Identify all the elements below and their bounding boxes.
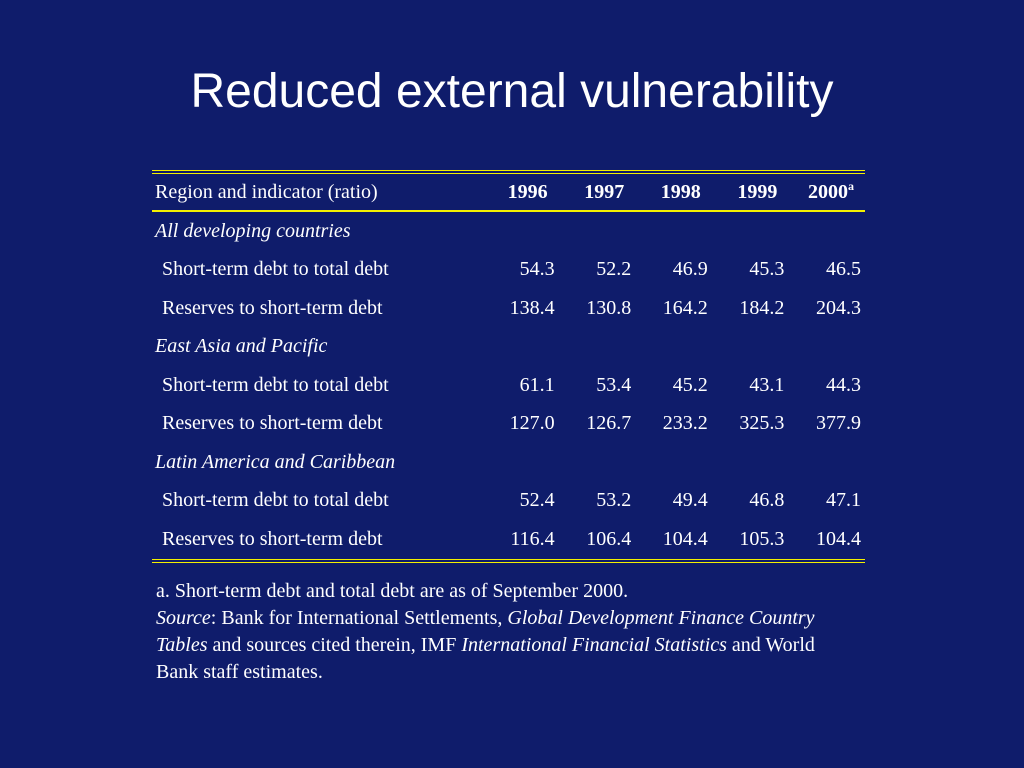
value-cell-1997: 106.4 [586,527,632,550]
table-row: Reserves to short-term debt 127.0 126.7 233… [152,405,865,444]
value-cell-1998: 233.2 [662,412,708,435]
value-cell-1996: 127.0 [509,412,555,435]
value-cell-1998: 164.2 [662,296,708,319]
source-label: Source [156,607,211,629]
value-cell-1996: 116.4 [510,527,555,550]
value-cell-1997: 130.8 [586,296,632,319]
source-note: Source: Bank for International Settlemen… [156,605,856,686]
value-cell-1999: 105.3 [739,527,785,550]
value-cell-1998: 46.9 [672,258,708,281]
value-cell-1999: 325.3 [739,412,785,435]
value-cell-2000: 44.3 [825,373,861,396]
value-cell-1999: 45.3 [749,258,785,281]
indicator-label: Short-term debt to total debt [162,373,389,396]
value-cell-1997: 53.2 [596,489,632,512]
header-label: Region and indicator (ratio) [155,180,378,203]
table-row: Short-term debt to total debt 61.1 53.4 45.… [152,366,865,405]
value-cell-2000: 46.5 [825,258,861,281]
table-row: Reserves to short-term debt 138.4 130.8 164… [152,289,865,328]
table-bottom-rule [152,558,865,563]
value-cell-1998: 45.2 [672,373,708,396]
value-cell-1999: 46.8 [749,489,785,512]
group-row-all-developing-countries: All developing countries [152,212,865,251]
table-body: All developing countries Short-term debt … [152,212,865,559]
table-row: Short-term debt to total debt 52.4 53.2 49.… [152,482,865,521]
group-label: Latin America and Caribbean [155,450,396,473]
header-year-2000: 2000a [781,178,858,204]
value-cell-1996: 61.1 [519,373,555,396]
indicator-label: Reserves to short-term debt [162,527,383,550]
value-cell-1997: 52.2 [596,258,632,281]
source-title-ifs: International Financial Statistics [461,634,727,656]
value-cell-2000: 204.3 [815,296,861,319]
group-label: All developing countries [155,219,351,242]
value-cell-1999: 184.2 [739,296,785,319]
header-year-1998: 1998 [660,180,701,203]
table-row: Reserves to short-term debt 116.4 106.4 104… [152,520,865,559]
group-row-east-asia-and-pacific: East Asia and Pacific [152,328,865,367]
header-year-1997: 1997 [584,180,625,203]
indicator-label: Reserves to short-term debt [162,296,383,319]
table-header-rule [152,210,865,212]
header-year-1996: 1996 [507,180,548,203]
value-cell-1996: 138.4 [509,296,555,319]
footnote: a. Short-term debt and total debt are as… [156,578,856,686]
indicator-label: Reserves to short-term debt [162,412,383,435]
source-sep: : Bank for International Settlements, [210,607,508,629]
value-cell-1998: 49.4 [672,489,708,512]
source-mid: and sources cited therein, IMF [207,634,462,656]
value-cell-1997: 53.4 [596,373,632,396]
indicator-label: Short-term debt to total debt [162,258,389,281]
value-cell-2000: 47.1 [825,489,861,512]
footnote-marker-a: a [847,178,854,193]
data-table: Region and indicator (ratio) 1996 1997 1… [152,170,865,563]
indicator-label: Short-term debt to total debt [162,489,389,512]
slide-title: Reduced external vulnerability [190,65,834,118]
table-row: Short-term debt to total debt 54.3 52.2 46.… [152,251,865,290]
header-year-2000-text: 2000 [807,180,848,203]
source-end: and World Bank staff estimates. [156,634,815,683]
footnote-a: a. Short-term debt and total debt are as… [156,580,629,602]
group-row-latin-america-and-caribbean: Latin America and Caribbean [152,443,865,482]
value-cell-1997: 126.7 [586,412,632,435]
group-label: East Asia and Pacific [155,335,328,358]
value-cell-1999: 43.1 [749,373,785,396]
value-cell-2000: 104.4 [815,527,861,550]
value-cell-1996: 52.4 [519,489,555,512]
header-year-1999: 1999 [737,180,778,203]
table-header-row: Region and indicator (ratio) 1996 1997 1… [152,174,865,210]
table-top-rule [152,170,865,174]
value-cell-2000: 377.9 [815,412,861,435]
source-title-gdf: Global Development Finance Country Table… [156,607,815,656]
value-cell-1998: 104.4 [662,527,708,550]
value-cell-1996: 54.3 [519,258,555,281]
